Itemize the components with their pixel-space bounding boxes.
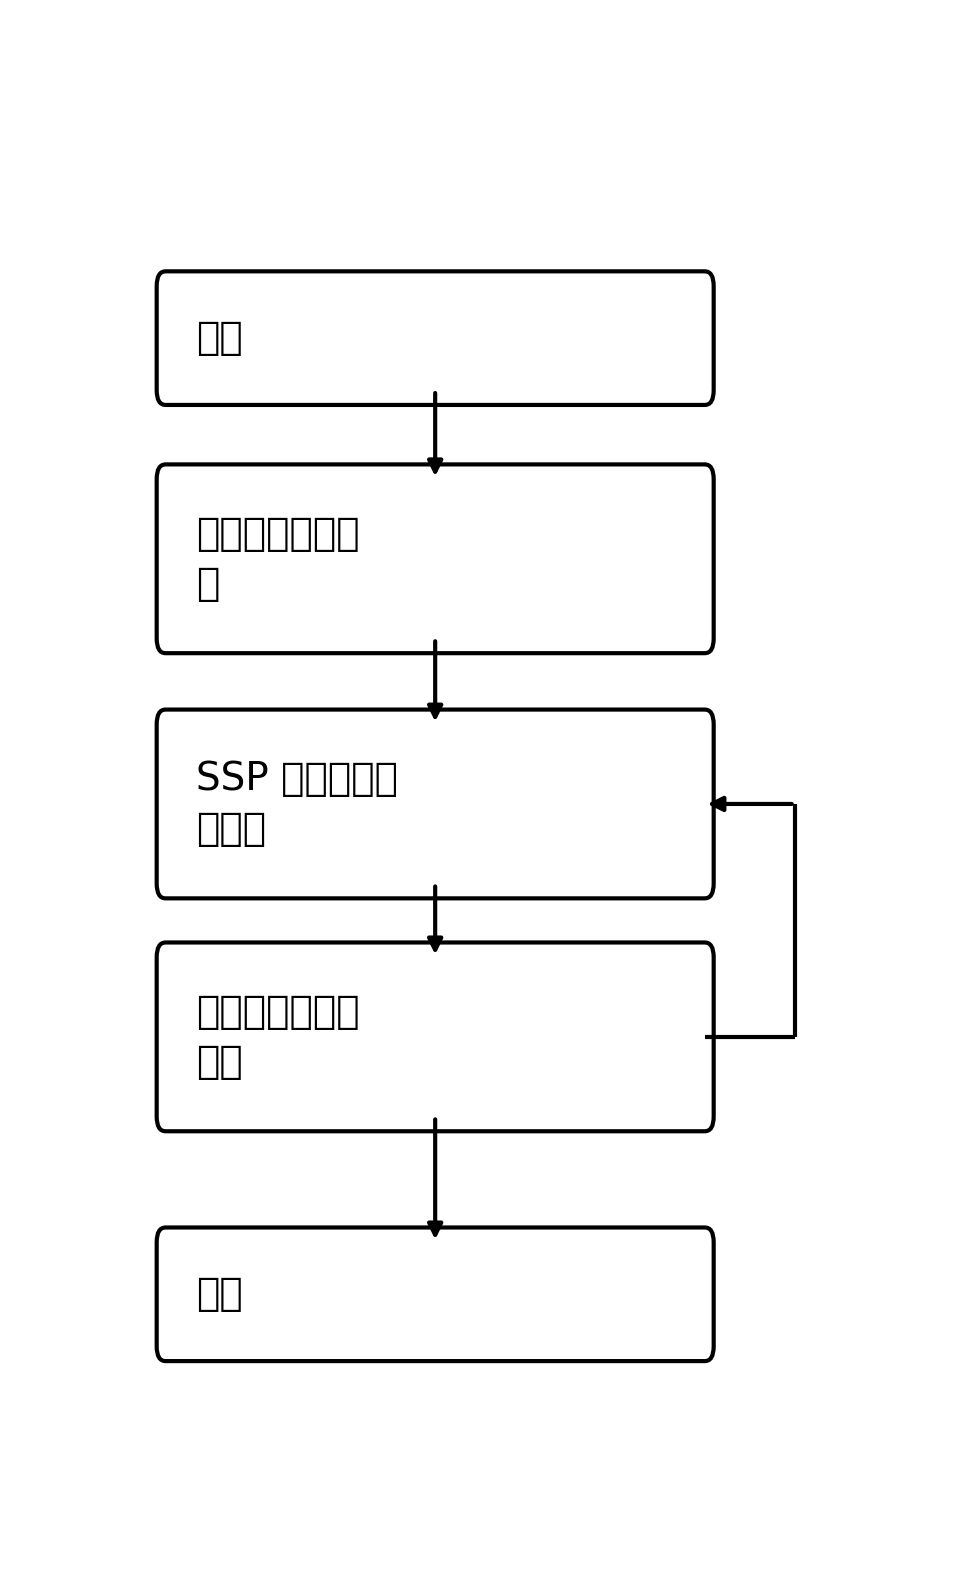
Text: 结束: 结束 [195, 1275, 242, 1313]
Text: SSP 压下模块进
行压下: SSP 压下模块进 行压下 [195, 759, 398, 849]
FancyBboxPatch shape [156, 465, 714, 653]
FancyBboxPatch shape [156, 942, 714, 1132]
FancyBboxPatch shape [156, 710, 714, 898]
Text: 固定步进量进行
步进: 固定步进量进行 步进 [195, 993, 359, 1081]
Text: 板坯首拍位置到
达: 板坯首拍位置到 达 [195, 514, 359, 603]
Text: 开始: 开始 [195, 318, 242, 357]
FancyBboxPatch shape [156, 1227, 714, 1361]
FancyBboxPatch shape [156, 271, 714, 404]
